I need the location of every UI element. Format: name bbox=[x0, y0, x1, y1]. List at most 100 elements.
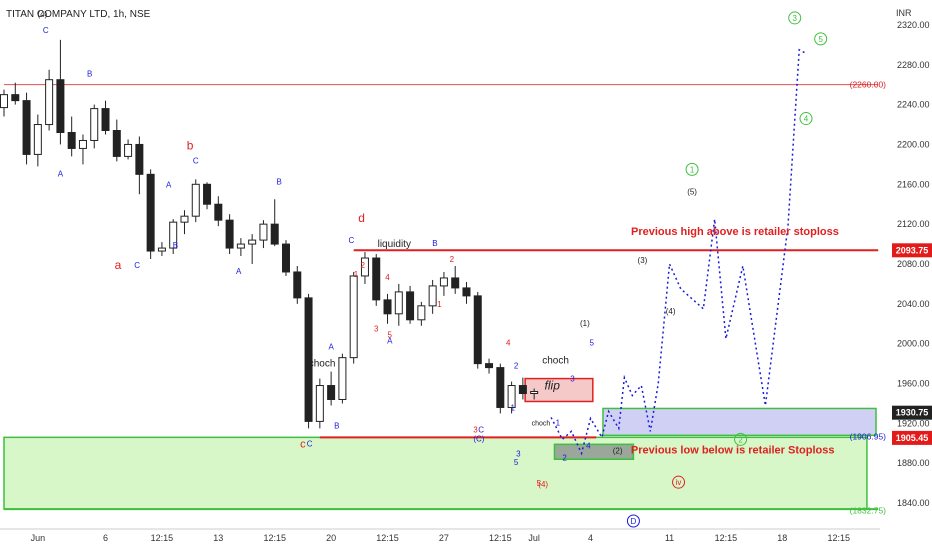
candle-body bbox=[101, 108, 110, 132]
candle-body bbox=[124, 143, 133, 157]
annotation-label: 4 bbox=[586, 441, 591, 450]
zone-0 bbox=[3, 436, 868, 510]
x-tick-label: 11 bbox=[665, 533, 674, 543]
candle-body bbox=[530, 391, 539, 395]
price-tag bbox=[892, 430, 932, 445]
annotation-label: 5 bbox=[514, 458, 519, 467]
candle-body bbox=[0, 94, 8, 109]
annotation-label: 2 bbox=[450, 255, 455, 264]
annotation-label: 5 bbox=[388, 331, 393, 340]
annotation-label: choch bbox=[542, 356, 569, 367]
y-tick-label: 1960.00 bbox=[897, 379, 930, 389]
candle-body bbox=[417, 305, 426, 321]
zone-3 bbox=[553, 443, 635, 461]
circled-label: D bbox=[631, 517, 637, 526]
zone-2 bbox=[602, 407, 877, 437]
annotation-label: (5) bbox=[687, 187, 697, 196]
candle-body bbox=[248, 239, 257, 245]
circled-marker bbox=[799, 112, 813, 126]
x-tick-label: 12:15 bbox=[715, 533, 738, 543]
projection-path bbox=[550, 48, 806, 456]
levels bbox=[4, 84, 879, 511]
annotation-label: 3 bbox=[570, 375, 575, 384]
y-tick-label: 2120.00 bbox=[897, 219, 930, 229]
annotation-label: 2 bbox=[514, 362, 519, 371]
circled-marker bbox=[626, 514, 640, 528]
annotation-label: choch bbox=[532, 420, 551, 427]
annotation-label: 4 bbox=[506, 339, 511, 348]
candle-body bbox=[315, 385, 324, 422]
annotation-label: (2) bbox=[613, 446, 623, 455]
candle-body bbox=[56, 79, 65, 133]
annotation-label: (4) bbox=[538, 480, 548, 489]
price-level-label: (2260.00) bbox=[850, 80, 887, 90]
price-level-label: (1906.95) bbox=[850, 431, 887, 441]
x-tick-label: 12:15 bbox=[151, 533, 174, 543]
candle-body bbox=[90, 108, 99, 141]
candle-body bbox=[383, 299, 392, 315]
candle-body bbox=[22, 100, 31, 155]
candle-body bbox=[473, 295, 482, 365]
candle-body bbox=[146, 173, 155, 252]
y-tick-label: 2040.00 bbox=[897, 299, 930, 309]
candle-body bbox=[518, 385, 527, 395]
candle-body bbox=[259, 223, 268, 241]
candle-body bbox=[45, 79, 54, 126]
annotation-label: A bbox=[387, 337, 393, 346]
candle-body bbox=[360, 257, 369, 277]
candle-body bbox=[33, 124, 42, 155]
candle-body bbox=[394, 291, 403, 315]
circled-label: 2 bbox=[738, 435, 743, 444]
candle-body bbox=[372, 257, 381, 301]
annotation-label: flip bbox=[545, 379, 561, 393]
y-tick-label: 2200.00 bbox=[897, 139, 930, 149]
candle-body bbox=[485, 363, 494, 369]
projection-line bbox=[550, 48, 806, 456]
zones bbox=[3, 377, 877, 510]
circled-label: iv bbox=[676, 478, 682, 487]
annotation-label: A bbox=[166, 180, 172, 189]
candle-body bbox=[11, 94, 20, 102]
candle-body bbox=[225, 219, 234, 249]
y-tick-label: 1840.00 bbox=[897, 498, 930, 508]
annotation-label: 5 bbox=[536, 479, 541, 488]
candle-body bbox=[214, 203, 223, 221]
candle-body bbox=[406, 291, 415, 321]
annotation-label: 2 bbox=[562, 453, 567, 462]
candles bbox=[0, 39, 539, 429]
annotation-label: C bbox=[478, 425, 484, 434]
annotation-label: C bbox=[193, 156, 199, 165]
x-tick-label: 12:15 bbox=[376, 533, 399, 543]
x-tick-label: 12:15 bbox=[489, 533, 512, 543]
x-tick-label: 6 bbox=[103, 533, 108, 543]
y-axis: 1840.00 1880.00 1920.00 1960.00 2000.00 2040.… bbox=[897, 20, 930, 508]
annotation-label: 4 bbox=[385, 273, 390, 282]
annotation-label: 3 bbox=[473, 425, 478, 434]
annotation-label: 1 bbox=[556, 418, 561, 427]
candle-body bbox=[327, 385, 336, 400]
y-tick-label: 2000.00 bbox=[897, 339, 930, 349]
candle-body bbox=[78, 139, 87, 149]
annotation-label: B bbox=[334, 421, 339, 430]
annotation-label: A bbox=[58, 169, 64, 178]
circled-marker bbox=[685, 162, 699, 176]
candle-body bbox=[304, 297, 313, 422]
annotation-label: (4) bbox=[666, 307, 676, 316]
candle-body bbox=[349, 275, 358, 359]
candle-body bbox=[439, 277, 448, 287]
circled-marker bbox=[788, 11, 802, 25]
annotation-label: 1 bbox=[511, 403, 516, 412]
x-tick-label: 27 bbox=[439, 533, 449, 543]
candle-body bbox=[451, 277, 460, 289]
x-tick-label: Jul bbox=[528, 533, 540, 543]
x-tick-label: 4 bbox=[588, 533, 593, 543]
circled-label: 4 bbox=[804, 115, 809, 124]
x-tick-label: 18 bbox=[777, 533, 787, 543]
circled-label: 5 bbox=[818, 35, 823, 44]
annotation-label: Previous low below is retailer Stoploss bbox=[631, 444, 835, 456]
circled-label: 1 bbox=[690, 165, 695, 174]
annotation-label: C bbox=[134, 261, 140, 270]
circled-marker bbox=[734, 432, 748, 446]
